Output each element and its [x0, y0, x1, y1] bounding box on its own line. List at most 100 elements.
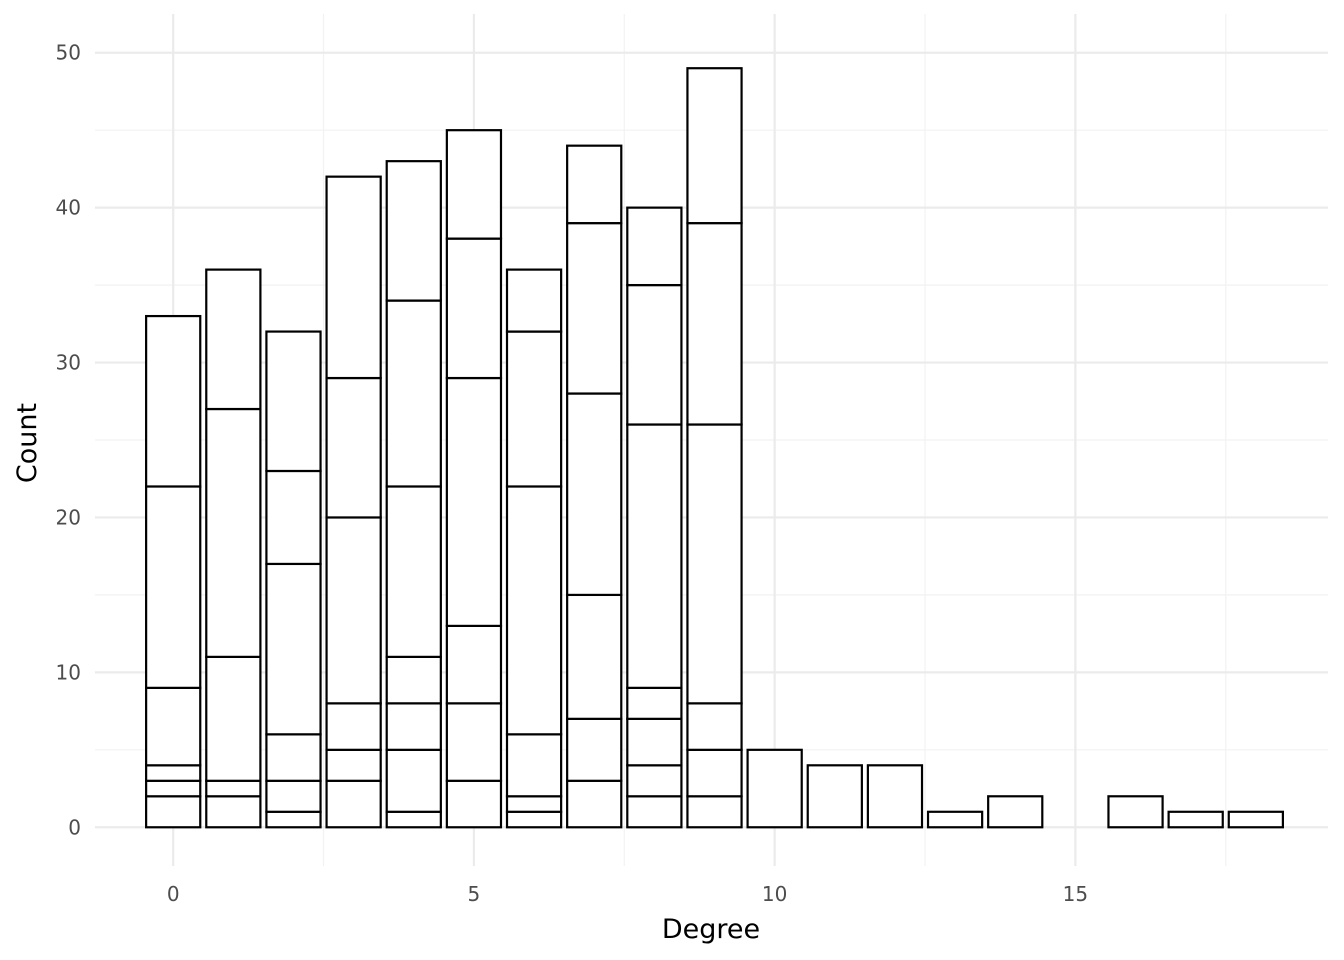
bar-segment: [265, 562, 322, 736]
bar-segment: [205, 655, 262, 782]
bar-segment: [385, 485, 442, 658]
y-axis-tick-labels: 0 10 20 30 40 50: [56, 41, 81, 840]
bar-segment: [385, 299, 442, 488]
bar-segment: [566, 392, 623, 597]
y-tick-label: 10: [56, 660, 81, 684]
bar-segment: [866, 764, 924, 829]
bar-degree-5: [445, 129, 503, 829]
bar-segment: [445, 702, 503, 782]
bar-segment: [145, 764, 202, 782]
bar-segment: [505, 795, 563, 813]
bar-segment: [445, 376, 503, 627]
bar-segment: [926, 810, 984, 829]
bar-segment: [205, 407, 262, 658]
y-tick-label: 0: [68, 815, 81, 839]
x-tick-label: 5: [468, 882, 481, 906]
bar-segment: [626, 764, 683, 798]
bar-degree-18: [1227, 810, 1284, 829]
bar-segment: [686, 795, 743, 829]
bar-segment: [746, 748, 803, 829]
y-tick-label: 30: [56, 351, 81, 375]
bar-segment: [145, 485, 202, 689]
bar-segment: [566, 222, 623, 395]
bar-segment: [566, 779, 623, 829]
bar-segment: [325, 376, 382, 519]
bar-segment: [385, 702, 442, 751]
bar-segment: [505, 485, 563, 736]
bar-segment: [265, 469, 322, 566]
bar-segment: [566, 144, 623, 225]
y-axis-title: Count: [12, 403, 43, 483]
bar-segment: [265, 810, 322, 829]
bar-segment: [445, 624, 503, 705]
x-tick-label: 15: [1063, 882, 1088, 906]
bar-segment: [445, 237, 503, 380]
bar-degree-7: [566, 144, 623, 829]
bar-segment: [686, 67, 743, 225]
x-axis-tick-labels: 0 5 10 15: [167, 882, 1088, 906]
bar-segment: [1167, 810, 1224, 829]
bar-segment: [626, 206, 683, 287]
bar-segment: [325, 175, 382, 380]
bar-segment: [265, 779, 322, 813]
bar-degree-13: [926, 810, 984, 829]
bar-segment: [325, 779, 382, 829]
bar-degree-2: [265, 330, 322, 829]
bar-segment: [265, 330, 322, 473]
bar-segment: [325, 516, 382, 705]
bar-segment: [445, 779, 503, 829]
bar-degree-4: [385, 160, 442, 829]
bar-segment: [385, 810, 442, 829]
bar-segment: [987, 795, 1044, 829]
bar-segment: [686, 702, 743, 751]
bar-segment: [265, 733, 322, 782]
bar-degree-0: [145, 314, 202, 829]
y-tick-label: 50: [56, 41, 81, 65]
bar-segment: [205, 795, 262, 829]
bar-segment: [205, 268, 262, 411]
bar-degree-12: [866, 764, 924, 829]
bar-segment: [626, 795, 683, 829]
bars: [145, 67, 1284, 829]
bar-degree-1: [205, 268, 262, 829]
bar-segment: [686, 222, 743, 426]
bar-degree-14: [987, 795, 1044, 829]
bar-segment: [806, 764, 863, 829]
y-tick-label: 20: [56, 505, 81, 529]
bar-segment: [145, 779, 202, 798]
x-axis-title: Degree: [662, 914, 760, 945]
bar-segment: [566, 593, 623, 720]
bar-degree-3: [325, 175, 382, 829]
bar-segment: [626, 423, 683, 689]
bar-segment: [445, 129, 503, 240]
bar-segment: [505, 733, 563, 798]
x-tick-label: 10: [762, 882, 787, 906]
bar-segment: [145, 314, 202, 488]
bar-segment: [686, 423, 743, 705]
bar-segment: [505, 330, 563, 488]
bar-segment: [686, 748, 743, 798]
bar-segment: [626, 283, 683, 426]
y-tick-label: 40: [56, 196, 81, 220]
bar-segment: [385, 748, 442, 813]
bar-segment: [1227, 810, 1284, 829]
bar-degree-16: [1107, 795, 1164, 829]
bar-segment: [505, 810, 563, 829]
bar-segment: [325, 702, 382, 751]
bar-degree-10: [746, 748, 803, 829]
bar-degree-6: [505, 268, 563, 829]
bar-degree-11: [806, 764, 863, 829]
bar-segment: [205, 779, 262, 798]
bar-segment: [566, 717, 623, 782]
bar-segment: [325, 748, 382, 782]
bar-segment: [1107, 795, 1164, 829]
bar-segment: [626, 686, 683, 720]
bar-segment: [145, 686, 202, 767]
bar-degree-9: [686, 67, 743, 829]
bar-segment: [385, 160, 442, 302]
bar-degree-8: [626, 206, 683, 829]
bar-degree-17: [1167, 810, 1224, 829]
bar-segment: [626, 717, 683, 767]
bar-segment: [145, 795, 202, 829]
